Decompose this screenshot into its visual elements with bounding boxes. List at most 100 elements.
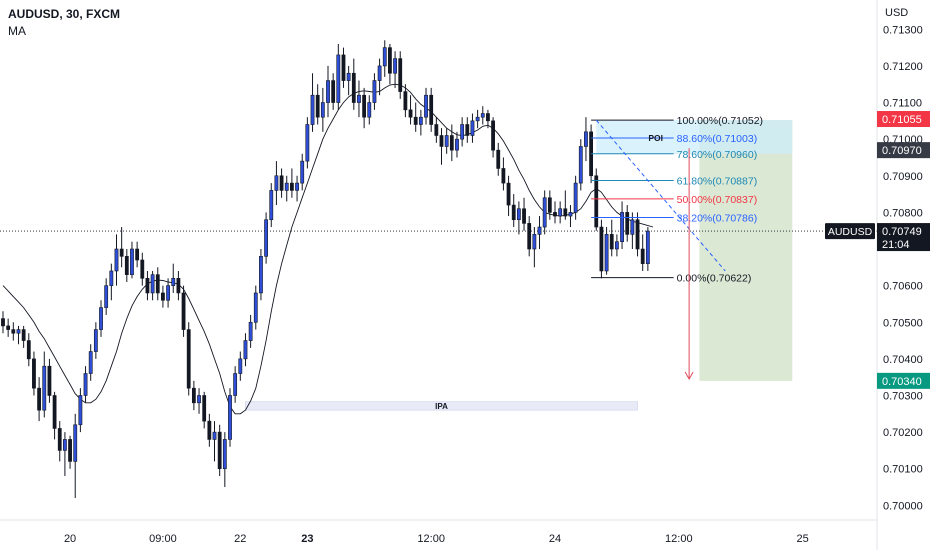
candle — [269, 183, 274, 228]
candle — [248, 314, 253, 348]
candle — [418, 109, 423, 136]
candle — [295, 175, 299, 202]
candle — [135, 241, 140, 268]
candle — [413, 102, 418, 132]
candle — [630, 212, 635, 250]
candle — [243, 333, 248, 367]
candle — [315, 84, 320, 125]
candle — [351, 58, 356, 110]
candle — [553, 201, 557, 224]
fib-level-label: 50.00%(0.70837) — [677, 194, 758, 206]
candle — [207, 413, 212, 447]
candle — [284, 175, 289, 202]
candle — [140, 252, 145, 286]
candle — [501, 157, 506, 191]
candle — [150, 270, 155, 301]
candle — [357, 80, 361, 118]
candle — [599, 219, 604, 279]
candle — [393, 51, 397, 88]
y-tick-label: 0.70300 — [883, 390, 923, 402]
x-tick-label: 20 — [64, 533, 76, 545]
y-tick-label: 0.70100 — [883, 464, 923, 476]
candle — [341, 47, 346, 88]
candle — [68, 435, 72, 469]
candle — [176, 270, 181, 301]
price-label: 0.70970 — [877, 142, 930, 159]
svg-text:21:04: 21:04 — [882, 239, 910, 251]
candle — [63, 432, 67, 477]
candle — [253, 285, 258, 330]
x-tick-label: 22 — [234, 533, 246, 545]
candle — [635, 212, 640, 257]
svg-text:0.70340: 0.70340 — [882, 376, 922, 388]
candle — [547, 190, 552, 220]
candle — [228, 388, 232, 447]
candle — [480, 106, 485, 125]
candle — [119, 227, 124, 268]
y-tick-label: 0.70200 — [883, 427, 923, 439]
price-label: 0.71055 — [877, 111, 930, 128]
candle — [32, 351, 36, 396]
y-tick-label: 0.70000 — [883, 500, 923, 512]
candle — [264, 212, 268, 264]
candle — [11, 322, 16, 341]
candle — [372, 73, 377, 110]
candle — [444, 128, 449, 154]
poi-zone — [596, 120, 793, 154]
candle — [403, 84, 408, 118]
candle — [289, 168, 294, 198]
candle — [522, 197, 526, 231]
y-tick-label: 0.71300 — [883, 24, 923, 36]
candle — [346, 65, 351, 96]
candle — [398, 51, 403, 99]
candle — [516, 201, 521, 235]
candle — [52, 391, 57, 440]
fib-level-label: 61.80%(0.70887) — [677, 176, 758, 188]
candle — [16, 325, 21, 345]
candle — [191, 380, 196, 411]
zones-layer: IPA — [0, 120, 877, 411]
candle — [377, 58, 382, 96]
x-tick-label: 25 — [796, 533, 808, 545]
candle — [486, 109, 490, 129]
candle — [506, 175, 511, 217]
candle — [491, 117, 495, 158]
candle — [382, 40, 387, 77]
candle — [47, 358, 52, 403]
candle — [233, 366, 238, 403]
y-tick-label: 0.70600 — [883, 281, 923, 293]
candles-layer — [1, 40, 650, 499]
candle — [202, 391, 207, 429]
candle — [584, 117, 588, 162]
candle — [42, 351, 47, 418]
candle — [542, 190, 547, 235]
candle — [331, 73, 336, 110]
candle — [145, 270, 150, 301]
y-tick-label: 0.70500 — [883, 317, 923, 329]
candle — [362, 87, 367, 129]
candle — [460, 117, 465, 147]
x-tick-label: 12:00 — [665, 533, 693, 545]
candle — [181, 285, 186, 337]
fib-level-label: 0.00%(0.70622) — [677, 273, 752, 285]
candle — [429, 87, 434, 132]
candle — [625, 205, 630, 242]
fib-level-label: 88.60%(0.71003) — [677, 133, 758, 145]
candle — [259, 249, 263, 301]
y-tick-label: 0.70800 — [883, 207, 923, 219]
candle — [238, 351, 243, 381]
candle — [217, 424, 222, 477]
candle — [186, 322, 191, 396]
fib-level-label: 78.60%(0.70960) — [677, 149, 758, 161]
candle — [21, 325, 26, 348]
candle — [26, 333, 31, 367]
candle — [320, 87, 325, 132]
candle — [166, 278, 170, 308]
candle — [527, 216, 532, 257]
candle — [620, 201, 624, 250]
target-zone — [699, 120, 793, 381]
candle — [1, 311, 5, 334]
moving-average-layer — [2, 83, 654, 415]
candle — [124, 249, 129, 282]
